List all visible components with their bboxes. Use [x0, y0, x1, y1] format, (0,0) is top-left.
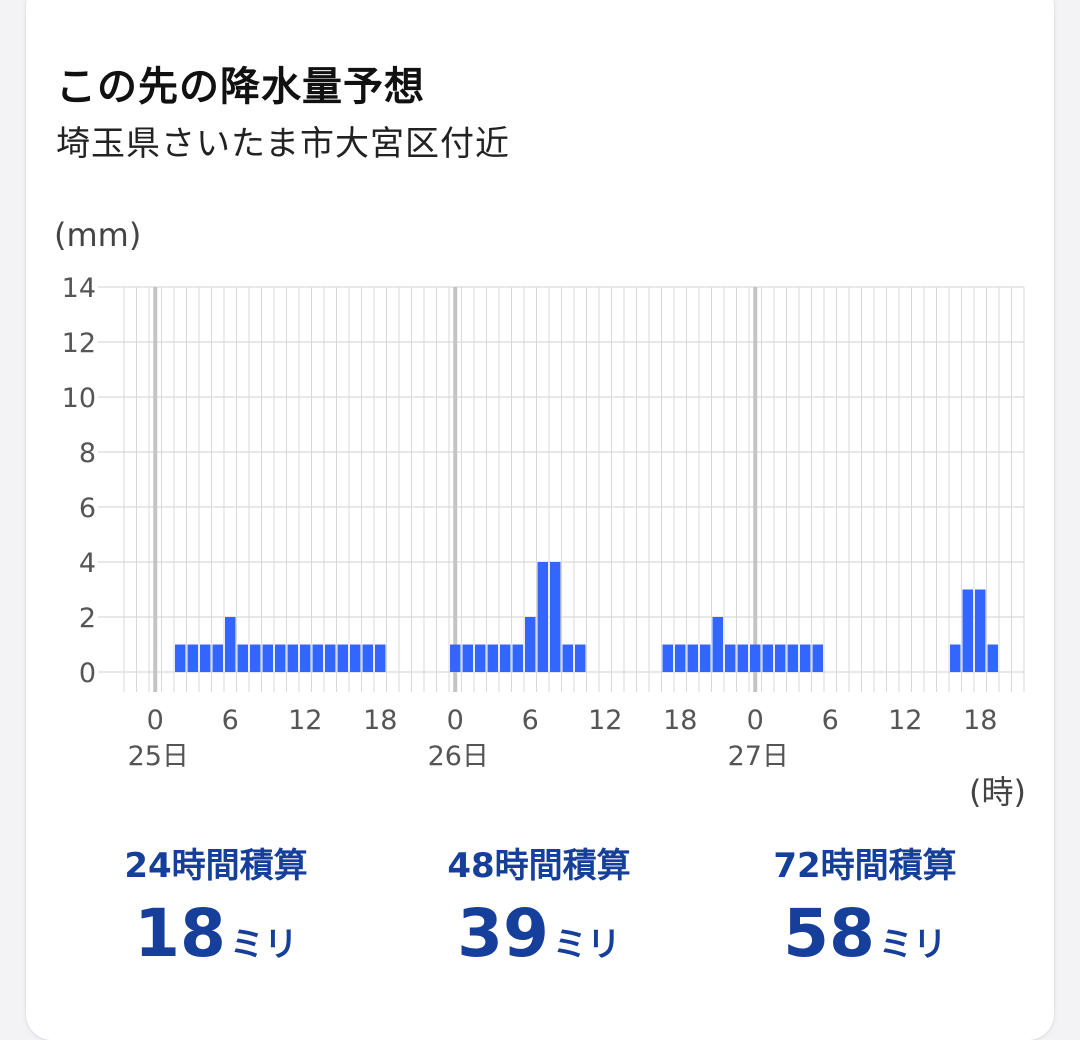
precip-bar [250, 644, 261, 672]
x-tick-label: 6 [222, 705, 239, 736]
precip-bar [225, 617, 236, 672]
precip-bar [325, 644, 336, 672]
precip-bar [462, 644, 473, 672]
total-24h-label: 24時間積算 [124, 846, 308, 886]
total-24h-value: 18 [134, 895, 226, 972]
precip-bar [750, 644, 761, 672]
precip-bar [800, 644, 811, 672]
precip-bar [662, 644, 673, 672]
precip-bar [775, 644, 786, 672]
total-72h: 72時間積算 58 ミリ [715, 838, 1015, 972]
precip-bar [275, 644, 286, 672]
precip-bar [525, 617, 536, 672]
precip-bar [262, 644, 273, 672]
precip-bar [312, 644, 323, 672]
precip-bar [725, 644, 736, 672]
precip-bar [700, 644, 711, 672]
precip-bar [300, 644, 311, 672]
total-48h-value-line: 39 ミリ [389, 895, 689, 972]
total-72h-value-line: 58 ミリ [715, 895, 1015, 972]
x-tick-label: 0 [447, 705, 464, 736]
precip-bar [562, 644, 573, 672]
y-tick-label: 4 [79, 548, 96, 579]
precip-bar [812, 644, 823, 672]
total-72h-label: 72時間積算 [773, 846, 957, 886]
total-72h-unit: ミリ [878, 925, 947, 965]
x-tick-label: 6 [522, 705, 539, 736]
precip-bar [375, 644, 386, 672]
precip-bar [187, 644, 198, 672]
y-tick-label: 6 [79, 493, 96, 524]
y-tick-label: 8 [79, 438, 96, 469]
precip-bar [362, 644, 373, 672]
day-label: 26日 [428, 741, 489, 772]
precipitation-chart: 0 2 4 6 8 10 12 14 0 6 12 18 0 6 12 18 0 6 12 18 25日 26日 27日 (m… [54, 216, 1026, 811]
precip-bar [762, 644, 773, 672]
total-24h-value-line: 18 ミリ [66, 895, 366, 972]
precip-bar [350, 644, 361, 672]
precip-bar [975, 589, 986, 672]
y-tick-label: 10 [62, 383, 96, 414]
precip-bar [237, 644, 248, 672]
precip-bar [337, 644, 348, 672]
x-tick-label: 6 [822, 705, 839, 736]
precip-bar [175, 644, 186, 672]
total-24h-unit: ミリ [229, 925, 298, 965]
page-title: この先の降水量予想 [56, 64, 425, 110]
total-48h-value: 39 [457, 895, 549, 972]
x-tick-label: 0 [747, 705, 764, 736]
precip-bar [675, 644, 686, 672]
precip-bar [200, 644, 211, 672]
precip-bar [787, 644, 798, 672]
precip-bar [575, 644, 586, 672]
total-48h-label: 48時間積算 [447, 846, 631, 886]
totals-section: 24時間積算 18 ミリ 48時間積算 39 ミリ 72時間積算 58 ミリ [0, 838, 1080, 988]
total-72h-value: 58 [783, 895, 875, 972]
x-axis-label: (時) [969, 773, 1026, 811]
precip-bar [550, 562, 561, 672]
forecast-card [26, 0, 1054, 1040]
x-tick-label: 12 [888, 705, 922, 736]
y-tick-label: 14 [62, 273, 96, 304]
precip-bar [737, 644, 748, 672]
x-tick-label: 12 [288, 705, 322, 736]
x-tick-label: 18 [363, 705, 397, 736]
precip-bar [500, 644, 511, 672]
x-tick-label: 12 [588, 705, 622, 736]
total-24h: 24時間積算 18 ミリ [66, 838, 366, 972]
y-tick-label: 12 [62, 328, 96, 359]
day-label: 25日 [128, 741, 189, 772]
precip-bar [212, 644, 223, 672]
precip-bar [537, 562, 548, 672]
total-48h: 48時間積算 39 ミリ [389, 838, 689, 972]
day-label: 27日 [728, 741, 789, 772]
precip-bar [475, 644, 486, 672]
precip-bar [687, 644, 698, 672]
precip-bar [950, 644, 961, 672]
x-tick-label: 18 [963, 705, 997, 736]
x-tick-label: 18 [663, 705, 697, 736]
precip-bar [450, 644, 461, 672]
y-axis-label: (mm) [54, 216, 141, 254]
total-48h-unit: ミリ [552, 925, 621, 965]
precip-bar [287, 644, 298, 672]
precip-bar [512, 644, 523, 672]
precip-bar [487, 644, 498, 672]
precip-bar [962, 589, 973, 672]
y-tick-label: 2 [79, 603, 96, 634]
y-tick-label: 0 [79, 658, 96, 689]
location-label: 埼玉県さいたま市大宮区付近 [56, 124, 510, 164]
precip-bar [987, 644, 998, 672]
x-tick-label: 0 [147, 705, 164, 736]
precip-bar [712, 617, 723, 672]
